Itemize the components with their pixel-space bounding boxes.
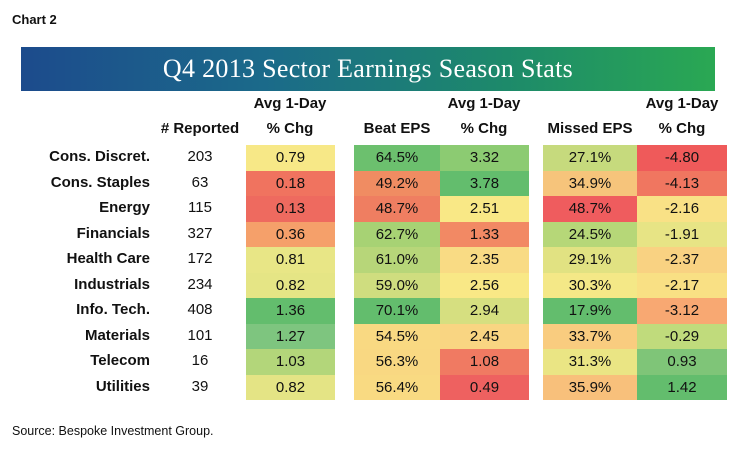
reported-count: 327 (187, 224, 213, 242)
column-header: % Chg (460, 120, 508, 137)
value-cell: 30.3% (543, 272, 637, 298)
value-cell: 35.9% (543, 374, 637, 400)
value-cell: -1.91 (637, 221, 727, 247)
value-cell: 1.42 (637, 374, 727, 400)
value-cell: 0.81 (246, 247, 335, 273)
column-header: % Chg (658, 120, 706, 137)
sector-label: Utilities (95, 377, 150, 395)
reported-count: 115 (188, 199, 212, 216)
sector-label: Energy (99, 199, 150, 216)
reported-count: 234 (187, 275, 213, 293)
value-cell: 1.08 (440, 349, 529, 375)
value-cell: 1.27 (246, 323, 335, 349)
value-cell: 0.82 (246, 272, 335, 298)
value-cell: 27.1% (543, 145, 637, 171)
sector-label: Telecom (90, 352, 150, 369)
value-cell: 64.5% (354, 145, 440, 171)
sector-label: Materials (84, 326, 150, 344)
column-header: # Reported (160, 120, 240, 137)
value-cell: 33.7% (543, 323, 637, 349)
sector-label: Cons. Discret. (49, 148, 150, 165)
value-cell: 54.5% (354, 323, 440, 349)
value-cell: 0.13 (246, 196, 335, 222)
sector-label: Cons. Staples (50, 173, 150, 191)
value-cell: 56.3% (354, 349, 440, 375)
value-cell: 1.33 (440, 221, 529, 247)
reported-count: 39 (191, 377, 209, 395)
value-cell: 34.9% (543, 170, 637, 196)
reported-count: 172 (187, 250, 213, 267)
value-cell: 31.3% (543, 349, 637, 375)
sector-label: Industrials (74, 275, 150, 293)
column-header: % Chg (266, 120, 314, 137)
value-cell: -2.16 (637, 196, 727, 222)
title-banner: Q4 2013 Sector Earnings Season Stats (21, 47, 715, 91)
value-cell: -2.17 (637, 272, 727, 298)
value-cell: 70.1% (354, 298, 440, 324)
value-cell: 61.0% (354, 247, 440, 273)
value-cell: 2.94 (440, 298, 529, 324)
sector-label: Health Care (66, 250, 150, 267)
value-cell: 17.9% (543, 298, 637, 324)
value-cell: 1.03 (246, 349, 335, 375)
value-cell: -4.80 (637, 145, 727, 171)
reported-count: 63 (191, 173, 209, 191)
reported-count: 101 (187, 326, 213, 344)
value-cell: 0.93 (637, 349, 727, 375)
value-cell: 48.7% (543, 196, 637, 222)
chart-label: Chart 2 (12, 12, 57, 27)
value-cell: 62.7% (354, 221, 440, 247)
value-cell: -3.12 (637, 298, 727, 324)
column-header: Beat EPS (363, 120, 431, 137)
value-cell: 24.5% (543, 221, 637, 247)
value-cell: -2.37 (637, 247, 727, 273)
source-note: Source: Bespoke Investment Group. (12, 424, 214, 438)
value-cell: 1.36 (246, 298, 335, 324)
column-header-top: Avg 1-Day (253, 95, 327, 112)
value-cell: -0.29 (637, 323, 727, 349)
value-cell: 2.45 (440, 323, 529, 349)
value-cell: 56.4% (354, 374, 440, 400)
value-cell: 2.35 (440, 247, 529, 273)
reported-count: 203 (187, 148, 213, 165)
value-cell: -4.13 (637, 170, 727, 196)
value-cell: 2.51 (440, 196, 529, 222)
chart-title: Q4 2013 Sector Earnings Season Stats (162, 54, 574, 83)
value-cell: 0.36 (246, 221, 335, 247)
reported-count: 408 (187, 301, 213, 318)
value-cell: 0.18 (246, 170, 335, 196)
value-cell: 3.78 (440, 170, 529, 196)
column-header-top: Avg 1-Day (447, 95, 521, 112)
value-cell: 59.0% (354, 272, 440, 298)
reported-count: 16 (191, 352, 209, 369)
value-cell: 0.82 (246, 374, 335, 400)
value-cell: 0.49 (440, 374, 529, 400)
value-cell: 2.56 (440, 272, 529, 298)
value-cell: 48.7% (354, 196, 440, 222)
column-header-top: Avg 1-Day (645, 95, 719, 112)
column-header: Missed EPS (547, 120, 633, 137)
sector-label: Financials (76, 224, 150, 242)
value-cell: 3.32 (440, 145, 529, 171)
value-cell: 49.2% (354, 170, 440, 196)
sector-label: Info. Tech. (76, 301, 150, 318)
value-cell: 0.79 (246, 145, 335, 171)
value-cell: 29.1% (543, 247, 637, 273)
